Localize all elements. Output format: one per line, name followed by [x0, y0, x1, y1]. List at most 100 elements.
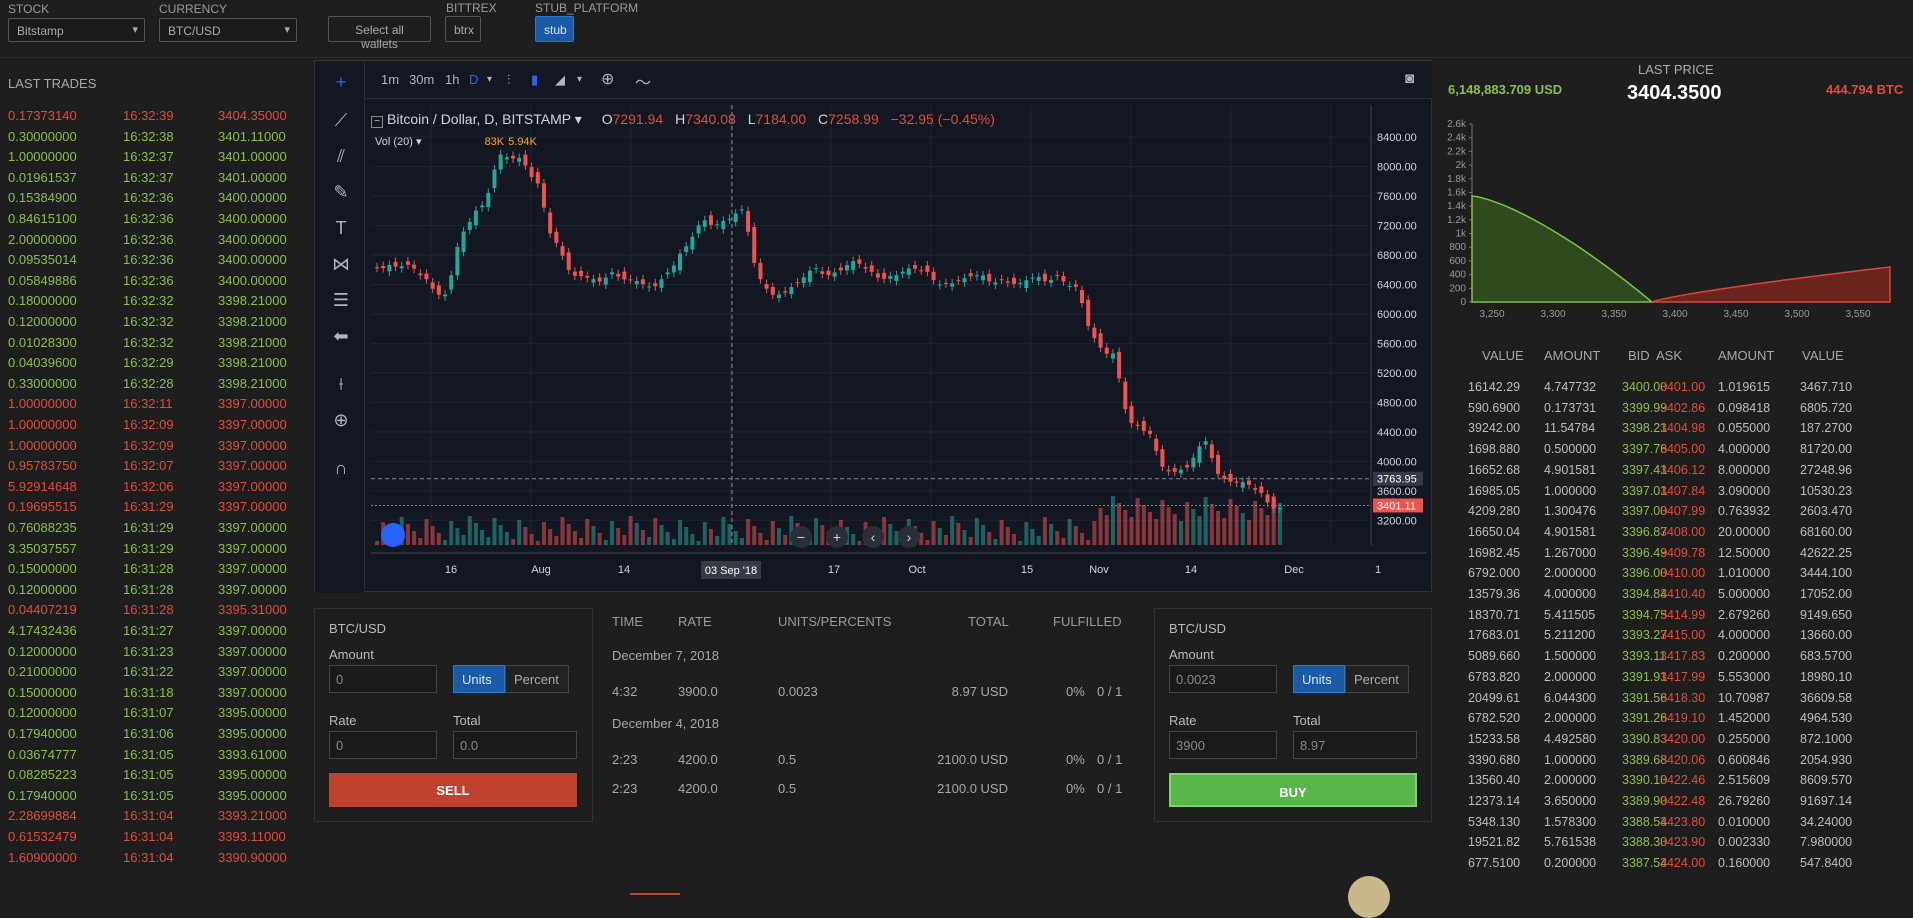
prediction-icon[interactable]: ☰: [332, 290, 350, 310]
volume-bar: [1185, 502, 1190, 545]
depth-chart[interactable]: 2.6k 2.4k 2.2k 2k 1.8k 1.6k 1.4k 1.2k 1k 800 600 40…: [1432, 116, 1913, 338]
trade-amount: 0.01028300: [8, 334, 77, 350]
history-rate: 3900.0: [678, 684, 718, 699]
volume-bar: [1049, 524, 1054, 545]
ask-value: 81720.00: [1800, 442, 1853, 457]
trade-amount: 1.60900000: [8, 849, 77, 865]
chart-plot[interactable]: 8400.00 8000.00 7600.00 7200.00 6800.00 6400.…: [371, 105, 1427, 589]
add-indicator-icon[interactable]: ⊕: [601, 71, 615, 88]
scroll-left-icon[interactable]: [862, 526, 884, 548]
magnet-icon[interactable]: ∩: [334, 458, 348, 478]
ask-value: 34.24000: [1800, 814, 1853, 829]
ruler-icon[interactable]: ⟊: [338, 374, 344, 394]
trade-amount: 0.19695515: [8, 499, 77, 515]
price-chart[interactable]: + ⟋ ⫽ ✎ T ⋈ ☰ ⬅ ⟊ ⊕ ∩ 1m 30m 1h D ▾ ⫶ ▮ …: [314, 60, 1433, 593]
ask-value: 8609.570: [1800, 773, 1853, 788]
timeframe-d[interactable]: D: [469, 72, 479, 87]
candle: [900, 271, 905, 274]
candles-icon[interactable]: ▮: [531, 72, 539, 87]
trade-time: 16:32:07: [123, 458, 174, 474]
candle: [906, 268, 911, 275]
trade-row: 0.08285223 16:31:05 3395.00000: [8, 767, 298, 787]
candle: [789, 287, 794, 295]
stub-button[interactable]: stub: [535, 16, 574, 42]
scroll-right-icon[interactable]: [898, 526, 920, 548]
buy-total-input[interactable]: 8.97: [1293, 731, 1417, 759]
depth-y-label: 2.4k: [1447, 133, 1467, 144]
buy-pair: BTC/USD: [1169, 621, 1227, 636]
bid-price: 3397.41: [1622, 462, 1668, 477]
buy-percent-toggle[interactable]: Percent: [1345, 665, 1409, 693]
back-arrow-icon[interactable]: ⬅: [333, 326, 349, 346]
buy-amount-input[interactable]: 0.0023: [1169, 665, 1277, 693]
pattern-icon[interactable]: ⋈: [332, 254, 350, 274]
text-icon[interactable]: T: [335, 218, 347, 238]
price-tick: 8400.00: [1377, 132, 1417, 144]
candle: [1197, 446, 1202, 463]
bid-amount: 2.000000: [1544, 669, 1597, 684]
bar-chart-icon[interactable]: ⫶: [507, 72, 511, 87]
cloud-icon[interactable]: [381, 523, 405, 547]
trade-price: 3395.00000: [218, 726, 287, 741]
orderbook-row: 16652.68 4.901581 3397.41 3406.12 8.000000 27…: [1432, 463, 1913, 483]
chart-type-dropdown-icon[interactable]: ▾: [577, 74, 583, 85]
sell-percent-toggle[interactable]: Percent: [505, 665, 569, 693]
camera-icon[interactable]: ◙: [1405, 70, 1415, 87]
volume-bar: [1172, 514, 1177, 545]
bittrex-button[interactable]: btrx: [445, 16, 481, 42]
help-avatar[interactable]: [1348, 876, 1390, 918]
trade-amount: 0.17940000: [8, 726, 77, 741]
stock-select[interactable]: Bitstamp: [8, 18, 145, 42]
indicators-icon[interactable]: 〜: [635, 75, 652, 92]
buy-units-toggle[interactable]: Units: [1293, 665, 1345, 693]
trade-price: 3397.00000: [218, 458, 287, 474]
zoom-out-icon[interactable]: [790, 526, 812, 548]
sell-units-toggle[interactable]: Units: [453, 665, 505, 693]
candle: [1148, 430, 1153, 434]
area-chart-icon[interactable]: ◢: [555, 72, 565, 87]
sell-rate-input[interactable]: 0: [329, 731, 437, 759]
ask-value: 3467.710: [1800, 380, 1853, 394]
ask-price: 3407.99: [1660, 504, 1706, 519]
timeframe-1h[interactable]: 1h: [445, 72, 460, 87]
candle: [554, 231, 559, 243]
legend-collapse-icon[interactable]: −: [371, 116, 383, 128]
trade-price: 3398.21000: [218, 314, 287, 329]
candle: [999, 279, 1004, 281]
timeframe-30m[interactable]: 30m: [409, 72, 435, 87]
candle: [820, 271, 825, 274]
brush-icon[interactable]: ✎: [333, 182, 349, 202]
trade-time: 16:32:39: [123, 108, 174, 123]
sell-amount-input[interactable]: 0: [329, 665, 437, 693]
bid-value: 5348.130: [1468, 814, 1521, 829]
trade-amount: 0.12000000: [8, 643, 77, 659]
crosshair-icon[interactable]: +: [335, 72, 347, 92]
trade-row: 3.35037557 16:31:29 3397.00000: [8, 541, 298, 561]
pitchfork-icon[interactable]: ⫽: [336, 146, 346, 166]
trade-time: 16:31:05: [123, 787, 174, 803]
candle: [1042, 273, 1047, 282]
trade-amount: 0.09535014: [8, 252, 77, 268]
buy-button[interactable]: BUY: [1169, 773, 1417, 807]
volume-bar: [1073, 526, 1078, 545]
candle: [511, 155, 516, 159]
chart-legend: − Bitcoin / Dollar, D, BITSTAMP ▾ O7291.9…: [371, 111, 995, 128]
bid-amount: 5.211200: [1544, 628, 1596, 643]
zoom-in-icon[interactable]: ⊕: [333, 410, 349, 430]
sell-total-input[interactable]: 0.0: [453, 731, 577, 759]
volume-bar: [758, 533, 763, 545]
trend-line-icon[interactable]: ⟋: [334, 110, 348, 130]
buy-rate-input[interactable]: 3900: [1169, 731, 1277, 759]
zoom-in-button-icon[interactable]: [826, 526, 848, 548]
currency-select[interactable]: BTC/USD: [159, 18, 297, 42]
trade-price: 3395.00000: [218, 767, 287, 783]
depth-y-label: 2.2k: [1447, 146, 1467, 157]
select-all-wallets-button[interactable]: Select all wallets: [328, 16, 431, 51]
volume-bar: [591, 526, 596, 545]
last-price-value: 3404.3500: [1627, 82, 1722, 104]
sell-button[interactable]: SELL: [329, 773, 577, 807]
timeframe-dropdown-icon[interactable]: ▾: [487, 74, 493, 85]
volume-bar: [1036, 536, 1041, 545]
trade-row: 0.04039600 16:32:29 3398.21000: [8, 355, 298, 375]
timeframe-1m[interactable]: 1m: [381, 72, 400, 87]
